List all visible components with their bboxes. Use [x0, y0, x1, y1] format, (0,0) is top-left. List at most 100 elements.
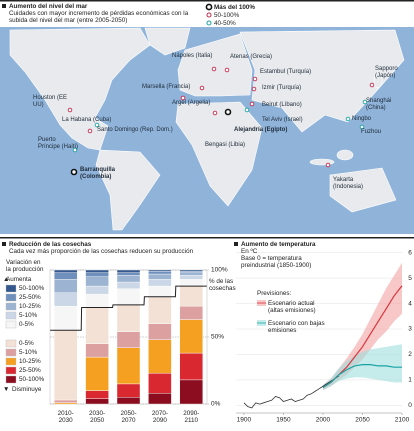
legend-marker — [206, 12, 212, 18]
legend-swatch — [5, 302, 17, 311]
legend-swatch — [5, 348, 17, 357]
city-label: Estambul (Turquía) — [260, 69, 312, 75]
legend-label: 0-5% — [19, 340, 34, 347]
city-marker — [249, 101, 255, 107]
chart-subtitle: En ºC — [241, 248, 258, 255]
bar-segment — [148, 323, 172, 340]
y-tick-label: 0% — [211, 401, 221, 408]
legend-label: Más del 100% — [214, 4, 255, 11]
bar-segment — [148, 273, 172, 280]
legend-heading: Disminuye — [12, 386, 42, 393]
y-tick-label: 2 — [408, 351, 412, 358]
legend-label: Escenario con bajas emisiones — [268, 320, 325, 334]
legend-swatch — [5, 293, 17, 302]
legend-label: 25-50% — [19, 367, 41, 374]
city-label: Atenas (Grecia) — [230, 54, 273, 60]
bar-segment — [148, 393, 172, 405]
legend-swatch — [5, 375, 17, 384]
bar-segment — [116, 269, 141, 273]
y-tick-label: 1 — [408, 377, 412, 384]
map-title: Aumento del nivel del mar — [9, 3, 88, 10]
city-label: Santo Domingo (Rep. Dom.) — [97, 127, 173, 133]
bar-segment — [54, 399, 78, 403]
line — [243, 375, 339, 409]
bar-segment — [179, 285, 204, 307]
x-tick-label: 2090-2110 — [183, 410, 200, 424]
legend-label: 50-100% — [19, 285, 45, 292]
city-label: Beirut (Líbano) — [262, 102, 302, 108]
map-subtitle: Cuidades con mayor incremento de pérdida… — [9, 10, 189, 24]
bar-segment — [85, 276, 109, 287]
bar-segment — [54, 305, 78, 331]
bar-segment — [179, 305, 204, 320]
x-tick-label: 2010-2030 — [57, 410, 74, 424]
legend-label: 10-25% — [19, 303, 41, 310]
legend-label: 0-5% — [19, 321, 34, 328]
bar-segment — [85, 272, 109, 277]
city-label: Puerto Príncipe (Haití) — [38, 137, 79, 150]
city-marker — [251, 86, 257, 92]
legend-swatch — [5, 357, 17, 366]
city-label: Barranquilla (Colombia) — [80, 167, 116, 180]
bar-segment — [148, 296, 172, 324]
bar-segment — [116, 397, 141, 405]
title-marker — [2, 4, 6, 8]
city-marker — [244, 107, 250, 113]
bar-segment — [179, 279, 204, 287]
chart-note: Base 0 = temperatura preindustrial (1850… — [241, 255, 312, 269]
city-marker — [67, 107, 73, 113]
y-tick-label: 0 — [408, 402, 412, 409]
city-label: Nápoles (Italia) — [172, 53, 213, 59]
legend-label: 50-100% — [19, 376, 45, 383]
bar-segment — [148, 372, 172, 394]
city-label: Ningbo — [352, 116, 372, 122]
city-label: Bengasi (Libia) — [205, 142, 246, 148]
bar-segment — [148, 269, 172, 272]
y-tick-label: 5 — [408, 275, 412, 282]
x-tick-label: 2050-2070 — [120, 410, 137, 424]
city-marker — [224, 108, 232, 116]
bar-segment — [116, 383, 141, 398]
city-label: Alejandría (Egipto) — [234, 127, 288, 133]
city-label: Argel (Argelia) — [172, 100, 211, 106]
legend-label: Escenario actual (altas emisiones) — [268, 300, 316, 314]
bar-segment — [116, 272, 141, 276]
legend-arrow: ▲ — [3, 276, 9, 283]
city-marker — [359, 124, 365, 130]
bar-segment — [179, 269, 204, 272]
city-label: Houston (EE UU) — [33, 95, 68, 108]
city-marker — [212, 110, 218, 116]
legend-swatch — [5, 339, 17, 348]
legend-label: 40-50% — [214, 20, 236, 27]
city-marker — [70, 168, 78, 176]
bar-segment — [85, 398, 109, 405]
x-tick-label: 2000 — [316, 417, 331, 424]
legend-label: 5-10% — [19, 349, 38, 356]
legend-title: Previsiones: — [257, 290, 292, 297]
city-label: Sapporo (Japón) — [375, 66, 398, 79]
line — [322, 364, 402, 389]
uncertainty-band — [322, 262, 402, 391]
legend-marker — [206, 20, 212, 26]
bar-segment — [85, 285, 109, 295]
chart-title: Reducción de las cosechas — [9, 241, 92, 248]
bar-segment — [148, 339, 172, 374]
legend-band — [257, 300, 266, 306]
city-marker — [362, 99, 368, 105]
bar-segment — [179, 352, 204, 381]
bar-segment — [179, 275, 204, 280]
legend-swatch — [5, 311, 17, 320]
y-tick-label: 4 — [408, 300, 412, 307]
bar-segment — [116, 347, 141, 385]
bar-segment — [116, 288, 141, 306]
bar-segment — [54, 292, 78, 307]
city-label: Tel Aviv (Israel) — [262, 117, 303, 123]
bar-segment — [85, 390, 109, 399]
city-label: Fuzhou — [361, 129, 382, 135]
bar-segment — [179, 271, 204, 273]
bar-segment — [179, 319, 204, 354]
city-label: Izmir (Turquía) — [262, 85, 302, 91]
city-marker — [72, 147, 78, 153]
legend-swatch — [5, 284, 17, 293]
bar-segment — [85, 307, 109, 344]
